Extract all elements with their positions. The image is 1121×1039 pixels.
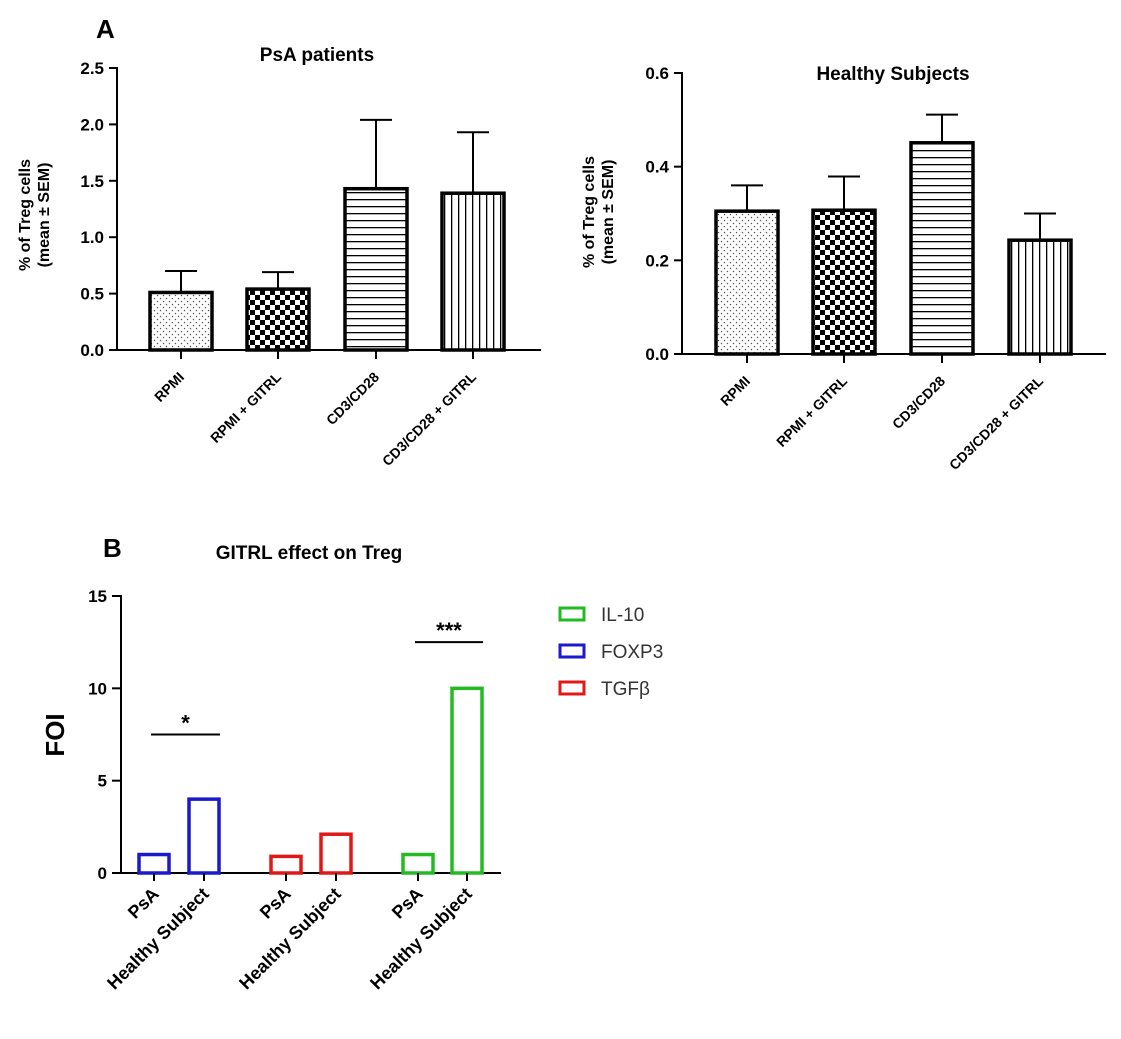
y-tick-label: 0.0 (80, 341, 104, 360)
legend-swatch (558, 606, 586, 622)
x-tick-label: RPMI + GITRL (207, 368, 284, 445)
chart-healthy-subjects: Healthy Subjects % of Treg cells (mean ±… (581, 64, 1106, 473)
x-tick-label: PsA (256, 884, 295, 923)
bar (714, 209, 780, 356)
y-tick-label: 15 (88, 587, 107, 606)
y-axis-label-line2: (mean ± SEM) (36, 163, 53, 268)
legend-label: IL-10 (601, 605, 644, 626)
bar (343, 186, 409, 352)
y-tick-label: 0 (98, 864, 107, 883)
y-axis-label-line2: (mean ± SEM) (600, 160, 617, 265)
chart-title: PsA patients (260, 45, 374, 66)
x-tick-label: RPMI (151, 369, 187, 405)
x-tick-label: RPMI (717, 373, 753, 409)
x-tick-label: CD3/CD28 + GITRL (946, 372, 1046, 472)
y-axis-label-line1: % of Treg cells (17, 159, 34, 271)
x-tick-label: CD3/CD28 (323, 369, 382, 428)
y-tick-label: 5 (98, 772, 107, 791)
panel-letter-b: B (103, 533, 122, 563)
significance-marker: * (181, 711, 190, 736)
chart-title: GITRL effect on Treg (216, 543, 403, 564)
y-tick-label: 0.6 (645, 64, 669, 83)
bar (319, 832, 353, 875)
bar (269, 854, 303, 875)
bar (148, 290, 214, 352)
legend-label: TGFβ (601, 679, 650, 700)
x-tick-label: PsA (388, 884, 427, 923)
legend-swatch (558, 643, 586, 659)
legend: IL-10 FOXP3 TGFβ (558, 605, 663, 700)
x-tick-label: CD3/CD28 + GITRL (379, 368, 479, 468)
bar (401, 852, 435, 875)
y-tick-label: 1.5 (80, 172, 104, 191)
y-axis-label-line1: % of Treg cells (581, 156, 598, 268)
x-tick-label: RPMI + GITRL (773, 372, 850, 449)
chart-gitrl-effect: GITRL effect on Treg FOI IL-10FOXP3TGFβ … (40, 543, 663, 993)
bar (450, 686, 484, 875)
y-tick-label: 0.5 (80, 285, 104, 304)
y-axis-label: % of Treg cells (mean ± SEM) (17, 159, 53, 271)
y-tick-label: 0.4 (645, 158, 669, 177)
y-tick-label: 2.0 (80, 115, 104, 134)
y-tick-label: 10 (88, 679, 107, 698)
bar (811, 208, 877, 356)
bar (245, 287, 311, 352)
chart-title: Healthy Subjects (816, 64, 969, 85)
bar (1007, 238, 1073, 356)
x-tick-label: PsA (124, 884, 163, 923)
bar (440, 191, 506, 352)
y-axis-label: FOI (40, 713, 70, 756)
x-tick-label: CD3/CD28 (889, 373, 948, 432)
chart-psa-patients: PsA patients % of Treg cells (mean ± SEM… (17, 45, 541, 469)
y-tick-label: 2.5 (80, 59, 104, 78)
y-tick-label: 0.2 (645, 251, 669, 270)
panel-letter-a: A (96, 14, 115, 44)
significance-marker: *** (436, 618, 462, 643)
bar (909, 141, 975, 356)
bar (137, 852, 171, 875)
y-tick-label: 1.0 (80, 228, 104, 247)
y-axis-label: % of Treg cells (mean ± SEM) (581, 156, 617, 268)
y-tick-label: 0.0 (645, 345, 669, 364)
bar (187, 797, 221, 875)
legend-swatch (558, 680, 586, 696)
legend-label: FOXP3 (601, 642, 663, 663)
